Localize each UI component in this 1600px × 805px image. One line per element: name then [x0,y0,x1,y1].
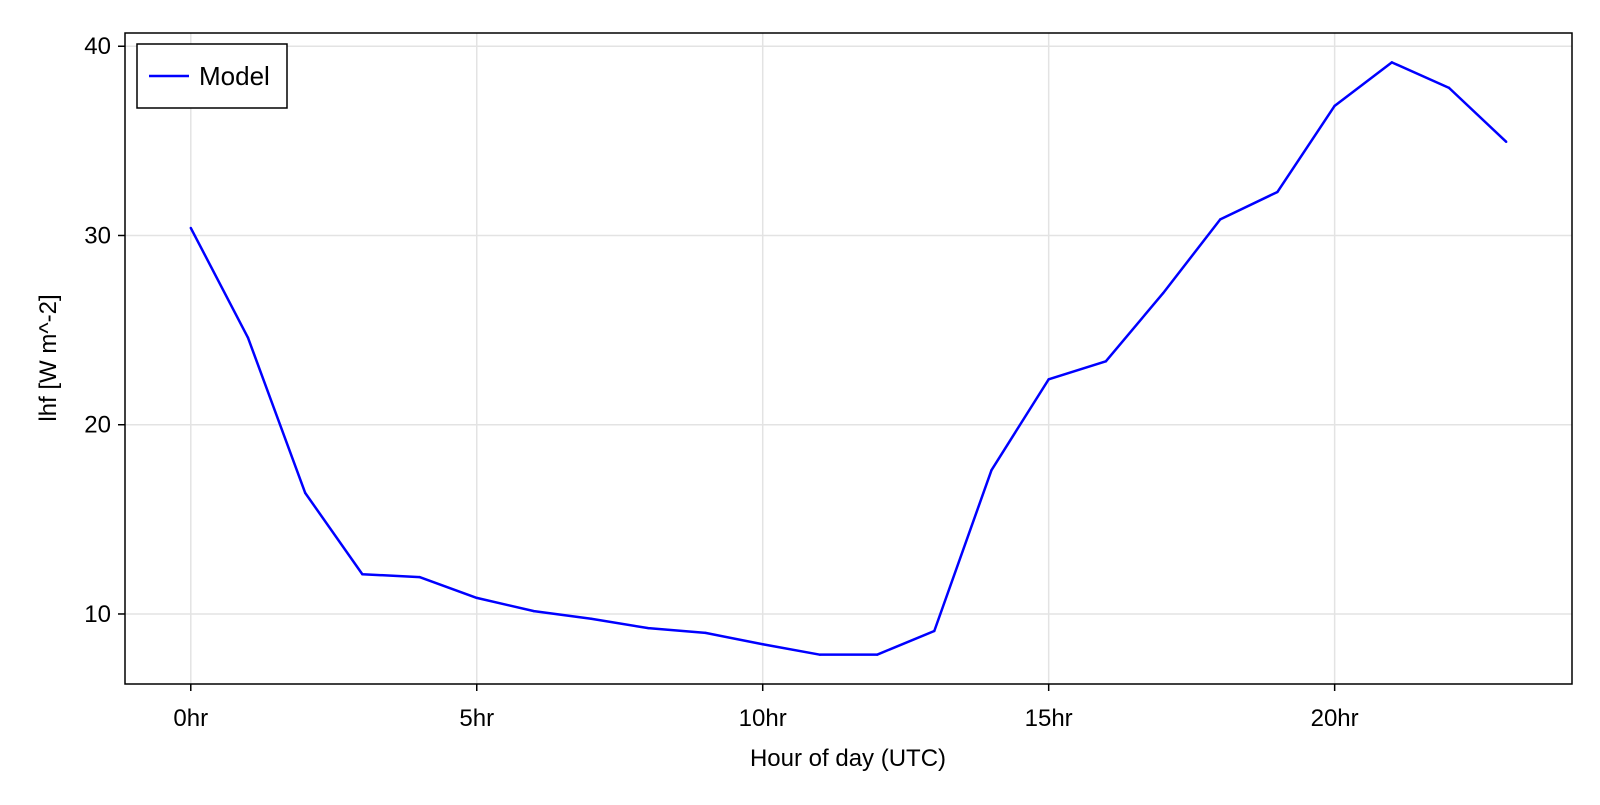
y-tick-label: 10 [84,601,111,628]
data-point [647,626,650,630]
data-point [1276,190,1279,194]
data-point [1104,360,1108,363]
y-tick-label: 20 [84,412,111,439]
series-line-model [189,61,1508,656]
legend-label-model: Model [199,61,270,91]
x-tick-label: 5hr [459,705,494,732]
x-tick-label: 10hr [739,705,787,732]
y-tick-label: 40 [84,33,111,60]
data-point [933,629,936,633]
data-point [475,596,478,600]
data-point [1047,378,1050,381]
data-point [990,468,993,472]
data-point [361,573,364,576]
x-axis-ticks: 0hr 5hr 10hr 15hr 20hr [173,684,1359,732]
data-point [1161,292,1165,295]
data-point [189,226,192,230]
data-point [818,653,822,656]
data-point [761,643,764,646]
data-point [1333,104,1336,108]
x-tick-label: 15hr [1025,705,1073,732]
x-tick-label: 20hr [1311,705,1359,732]
data-point [875,653,879,656]
data-point [303,491,307,495]
data-point [1447,86,1451,90]
data-point [418,575,421,579]
legend-box [136,43,288,109]
grid [125,33,1572,684]
plot-frame [124,32,1573,685]
y-tick-label: 30 [84,222,111,249]
data-point [246,336,250,339]
y-axis-label: lhf [W m^-2] [35,294,62,421]
x-axis-label: Hour of day (UTC) [750,745,946,772]
data-point [1219,218,1222,221]
series-layer [189,61,1508,656]
x-tick-label: 0hr [173,705,208,732]
y-axis-ticks: 10 20 30 40 [84,33,125,628]
data-point [589,617,593,620]
data-point [704,631,707,635]
data-point [1505,140,1508,144]
data-point [1390,61,1394,64]
data-point [532,609,536,613]
legend: Model [136,43,288,109]
